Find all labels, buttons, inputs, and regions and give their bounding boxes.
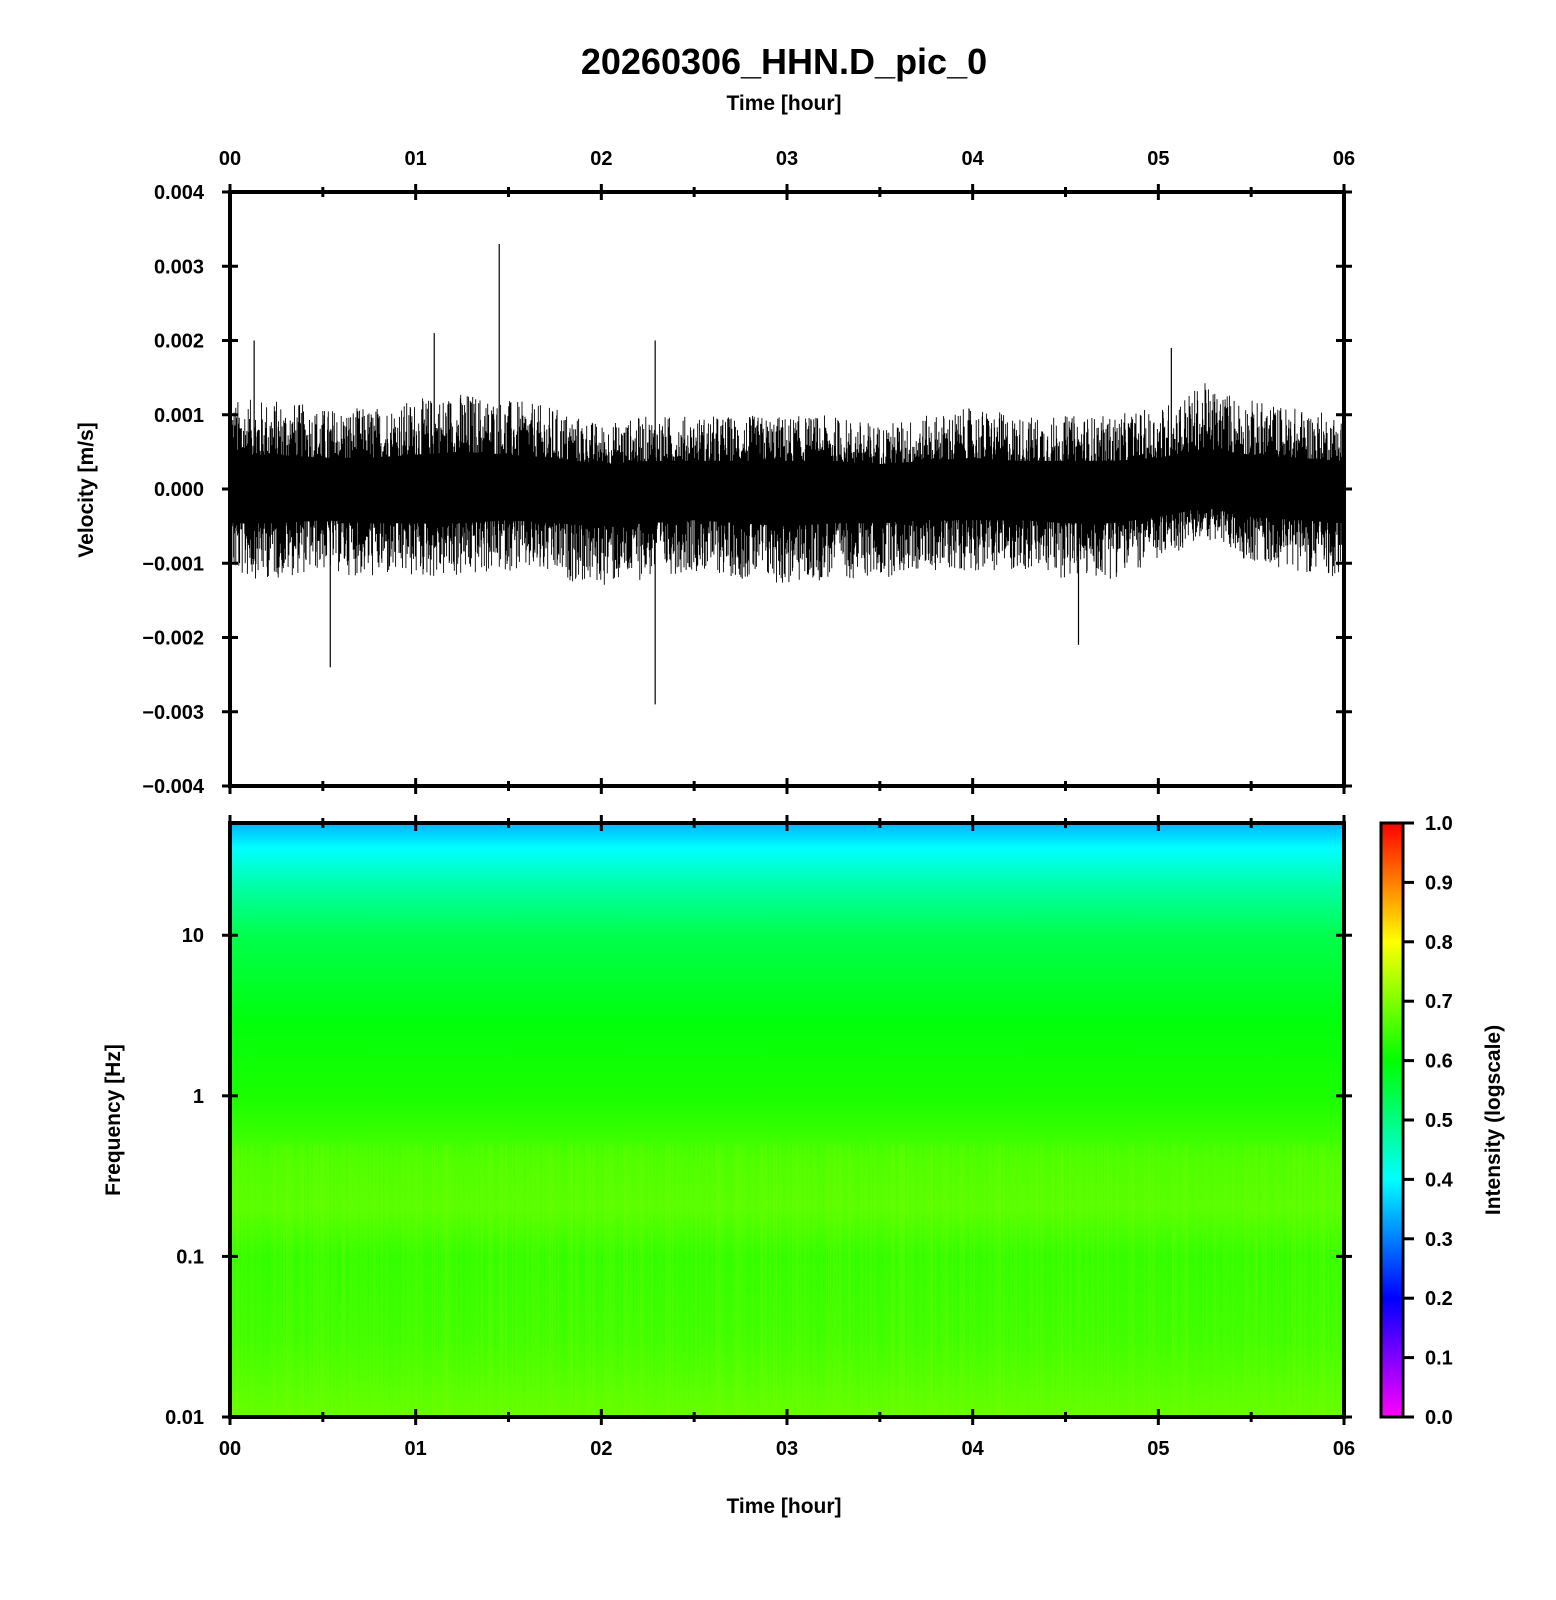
bottom-x-tick-label: 01 bbox=[405, 1438, 427, 1460]
spectrogram-y-tick-label: 0.1 bbox=[176, 1246, 204, 1268]
spectrogram-frame bbox=[228, 821, 1346, 1419]
colorbar-tick-label: 0.9 bbox=[1425, 872, 1453, 894]
colorbar-ticks: 1.0 0.9 0.8 0.7 0.6 0.5 0.4 0.3 0.2 0.1 0.0 bbox=[1403, 813, 1454, 1429]
colorbar-tick-label: 0.3 bbox=[1425, 1229, 1453, 1251]
spectrogram-y-tick-label: 0.01 bbox=[165, 1407, 204, 1429]
spectrogram-texture bbox=[232, 1144, 1341, 1415]
top-x-tick-label: 04 bbox=[962, 148, 985, 170]
colorbar-tick-label: 0.2 bbox=[1425, 1288, 1453, 1310]
bottom-x-axis-label: Time [hour] bbox=[726, 1495, 841, 1518]
spectrogram-heatmap bbox=[230, 823, 1344, 1417]
waveform-frame bbox=[228, 190, 1346, 788]
spectrogram-panel: 00 01 02 03 04 05 06 10 1 0.1 0.01 Frequency [Hz] bbox=[102, 815, 1355, 1460]
colorbar-tick-label: 0.4 bbox=[1425, 1169, 1454, 1191]
spectrogram-y-tick-label: 1 bbox=[193, 1086, 204, 1108]
waveform-y-tick-label: 0.004 bbox=[154, 182, 205, 204]
bottom-x-tick-label: 00 bbox=[219, 1438, 241, 1460]
colorbar-label: Intensity (logscale) bbox=[1482, 1025, 1505, 1215]
bottom-x-tick-label: 05 bbox=[1147, 1438, 1169, 1460]
spectrogram-stripes bbox=[232, 1144, 1341, 1415]
chart-title: 20260306_HHN.D_pic_0 bbox=[581, 41, 987, 82]
colorbar: 1.0 0.9 0.8 0.7 0.6 0.5 0.4 0.3 0.2 0.1 0.0 Intens… bbox=[1379, 813, 1505, 1429]
waveform-y-axis-label: Velocity [m/s] bbox=[75, 422, 98, 557]
waveform-trace-path bbox=[229, 383, 1345, 585]
top-x-tick-label: 06 bbox=[1333, 148, 1355, 170]
spectrogram-y-tick-label: 10 bbox=[182, 925, 204, 947]
top-x-axis-label: Time [hour] bbox=[726, 92, 841, 115]
colorbar-tick-label: 0.6 bbox=[1425, 1051, 1453, 1073]
bottom-x-tick-label: 03 bbox=[776, 1438, 798, 1460]
waveform-trace bbox=[229, 243, 1345, 705]
waveform-y-tick-label: −0.003 bbox=[142, 702, 204, 724]
colorbar-tick-label: 0.7 bbox=[1425, 991, 1453, 1013]
waveform-y-tick-label: −0.004 bbox=[142, 776, 205, 798]
top-x-tick-label: 03 bbox=[776, 148, 798, 170]
top-x-tick-label: 05 bbox=[1147, 148, 1169, 170]
waveform-y-tick-label: 0.002 bbox=[154, 331, 204, 353]
waveform-y-tick-label: −0.002 bbox=[142, 628, 204, 650]
waveform-y-tick-label: 0.003 bbox=[154, 256, 204, 278]
spectrogram-y-axis-label: Frequency [Hz] bbox=[102, 1044, 125, 1196]
colorbar-tick-label: 0.0 bbox=[1425, 1407, 1453, 1429]
bottom-x-tick-label: 02 bbox=[590, 1438, 612, 1460]
top-x-tick-label: 02 bbox=[590, 148, 612, 170]
colorbar-tick-label: 0.1 bbox=[1425, 1348, 1453, 1370]
waveform-panel: 00 01 02 03 04 05 06 0.004 0.003 0.002 0.001 0.000 −… bbox=[75, 148, 1355, 798]
colorbar-gradient bbox=[1379, 821, 1405, 1419]
bottom-x-tick-label: 06 bbox=[1333, 1438, 1355, 1460]
top-x-tick-label: 01 bbox=[405, 148, 427, 170]
waveform-y-tick-label: −0.001 bbox=[142, 553, 204, 575]
bottom-x-tick-label: 04 bbox=[962, 1438, 985, 1460]
colorbar-tick-label: 0.8 bbox=[1425, 932, 1453, 954]
colorbar-tick-label: 0.5 bbox=[1425, 1110, 1453, 1132]
waveform-y-tick-label: 0.000 bbox=[154, 479, 204, 501]
colorbar-tick-label: 1.0 bbox=[1425, 813, 1453, 835]
top-x-tick-label: 00 bbox=[219, 148, 241, 170]
waveform-y-tick-label: 0.001 bbox=[154, 405, 204, 427]
